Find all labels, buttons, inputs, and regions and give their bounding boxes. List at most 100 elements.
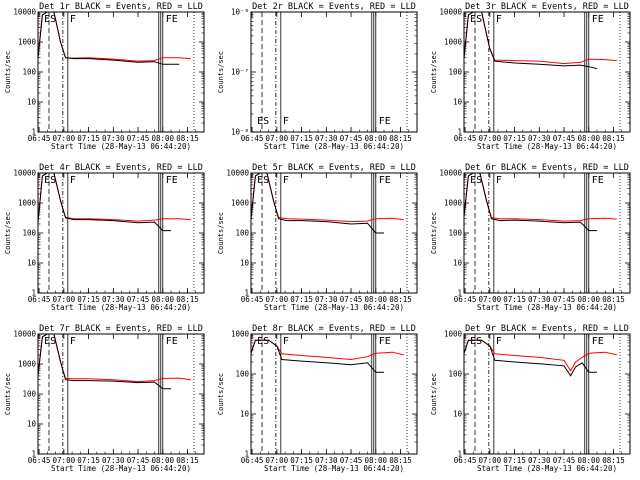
y-tick-label: 10 [453, 98, 463, 107]
x-tick-label: 07:45 [340, 134, 363, 143]
panel-title: Det 1r BLACK = Events, RED = LLD [39, 2, 203, 12]
x-tick-label: 07:45 [127, 134, 150, 143]
y-tick-label: 1000 [18, 199, 37, 208]
y-tick-label: 10000 [13, 169, 36, 178]
y-axis-label: Counts/sec [4, 51, 12, 93]
x-axis-label: Start Time (28-May-13 06:44:20) [477, 464, 617, 473]
x-tick-label: 07:30 [528, 134, 551, 143]
x-axis-label: Start Time (28-May-13 06:44:20) [51, 464, 191, 473]
panel-det-9: Det 9r BLACK = Events, RED = LLD Counts/s… [430, 324, 631, 473]
marker-label-fe: FE [379, 336, 391, 347]
plot-frame [463, 333, 631, 455]
x-tick-label: 07:00 [266, 295, 289, 304]
y-axis-label: Counts/sec [217, 212, 225, 254]
marker-label-f: F [70, 336, 76, 347]
x-axis-label: Start Time (28-May-13 06:44:20) [477, 303, 617, 312]
panel-title: Det 6r BLACK = Events, RED = LLD [465, 163, 629, 173]
panel-title: Det 5r BLACK = Events, RED = LLD [252, 163, 416, 173]
marker-label-fe: FE [592, 14, 604, 25]
y-tick-label: 100 [448, 370, 462, 379]
panel-det-1: Det 1r BLACK = Events, RED = LLD Counts/s… [4, 2, 205, 151]
x-tick-label: 08:00 [151, 295, 174, 304]
x-tick-label: 07:30 [315, 295, 338, 304]
plot-frame [37, 333, 205, 455]
y-tick-label: 10 [453, 410, 463, 419]
series-line-lld [38, 173, 191, 228]
x-tick-label: 06:45 [454, 134, 477, 143]
x-tick-label: 06:45 [241, 134, 264, 143]
x-tick-label: 07:15 [77, 134, 100, 143]
x-tick-label: 08:15 [176, 134, 199, 143]
x-tick-label: 08:15 [176, 456, 199, 465]
y-tick-label: 10⁻⁶ [231, 8, 249, 17]
x-tick-label: 08:00 [577, 295, 600, 304]
x-tick-label: 06:45 [241, 295, 264, 304]
x-tick-label: 08:15 [389, 456, 412, 465]
y-tick-label: 100 [235, 370, 249, 379]
panel-title: Det 3r BLACK = Events, RED = LLD [465, 2, 629, 12]
marker-label-es: ES [257, 175, 269, 186]
y-tick-label: 10 [240, 410, 250, 419]
x-tick-label: 08:00 [364, 295, 387, 304]
marker-label-es: ES [470, 336, 482, 347]
x-tick-label: 07:45 [553, 295, 576, 304]
y-tick-label: 100 [448, 68, 462, 77]
x-tick-label: 07:00 [53, 134, 76, 143]
y-tick-label: 10 [27, 420, 37, 429]
x-tick-label: 07:45 [553, 134, 576, 143]
x-tick-label: 07:45 [553, 456, 576, 465]
y-tick-label: 100 [22, 390, 36, 399]
series-line-events [38, 334, 171, 390]
y-tick-label: 1 [244, 450, 249, 459]
x-tick-label: 07:15 [503, 295, 526, 304]
x-tick-label: 07:15 [503, 134, 526, 143]
y-tick-label: 100 [22, 68, 36, 77]
panel-det-5: Det 5r BLACK = Events, RED = LLD Counts/s… [217, 163, 418, 312]
x-tick-label: 08:00 [364, 134, 387, 143]
plot-frame [250, 333, 418, 455]
marker-label-f: F [496, 175, 502, 186]
panel-title: Det 8r BLACK = Events, RED = LLD [252, 324, 416, 334]
x-tick-label: 08:15 [602, 134, 625, 143]
x-tick-label: 07:15 [77, 456, 100, 465]
y-tick-label: 100 [22, 229, 36, 238]
x-tick-label: 07:00 [53, 456, 76, 465]
series-line-events [251, 339, 384, 373]
x-axis-label: Start Time (28-May-13 06:44:20) [51, 142, 191, 151]
plot-frame [463, 11, 631, 133]
panel-det-3: Det 3r BLACK = Events, RED = LLD Counts/s… [430, 2, 631, 151]
y-tick-label: 10000 [439, 8, 462, 17]
y-axis-label: Counts/sec [430, 212, 438, 254]
y-tick-label: 10 [453, 259, 463, 268]
x-tick-label: 08:15 [389, 295, 412, 304]
y-tick-label: 10 [240, 259, 250, 268]
y-tick-label: 1 [457, 450, 462, 459]
y-tick-label: 100 [448, 229, 462, 238]
y-tick-label: 1000 [444, 38, 463, 47]
y-tick-label: 1 [31, 128, 36, 137]
x-tick-label: 08:00 [577, 456, 600, 465]
x-tick-label: 06:45 [28, 134, 51, 143]
x-tick-label: 08:00 [151, 134, 174, 143]
y-tick-label: 100 [235, 229, 249, 238]
x-axis-label: Start Time (28-May-13 06:44:20) [477, 142, 617, 151]
x-tick-label: 06:45 [454, 456, 477, 465]
x-tick-label: 07:15 [290, 134, 313, 143]
panel-det-2: Det 2r BLACK = Events, RED = LLD Counts/s… [217, 2, 418, 151]
x-tick-label: 08:00 [577, 134, 600, 143]
y-tick-label: 10000 [226, 169, 249, 178]
y-tick-label: 10⁻⁷ [231, 68, 249, 77]
panel-det-8: Det 8r BLACK = Events, RED = LLD Counts/s… [217, 324, 418, 473]
plot-frame [463, 172, 631, 294]
y-tick-label: 1000 [231, 199, 250, 208]
y-tick-label: 1000 [18, 38, 37, 47]
marker-label-fe: FE [166, 336, 178, 347]
x-tick-label: 07:30 [528, 295, 551, 304]
marker-label-f: F [70, 14, 76, 25]
series-line-events [464, 173, 597, 232]
marker-label-f: F [283, 336, 289, 347]
x-axis-label: Start Time (28-May-13 06:44:20) [264, 142, 404, 151]
y-axis-label: Counts/sec [4, 212, 12, 254]
series-line-lld [38, 334, 191, 383]
marker-label-fe: FE [592, 175, 604, 186]
